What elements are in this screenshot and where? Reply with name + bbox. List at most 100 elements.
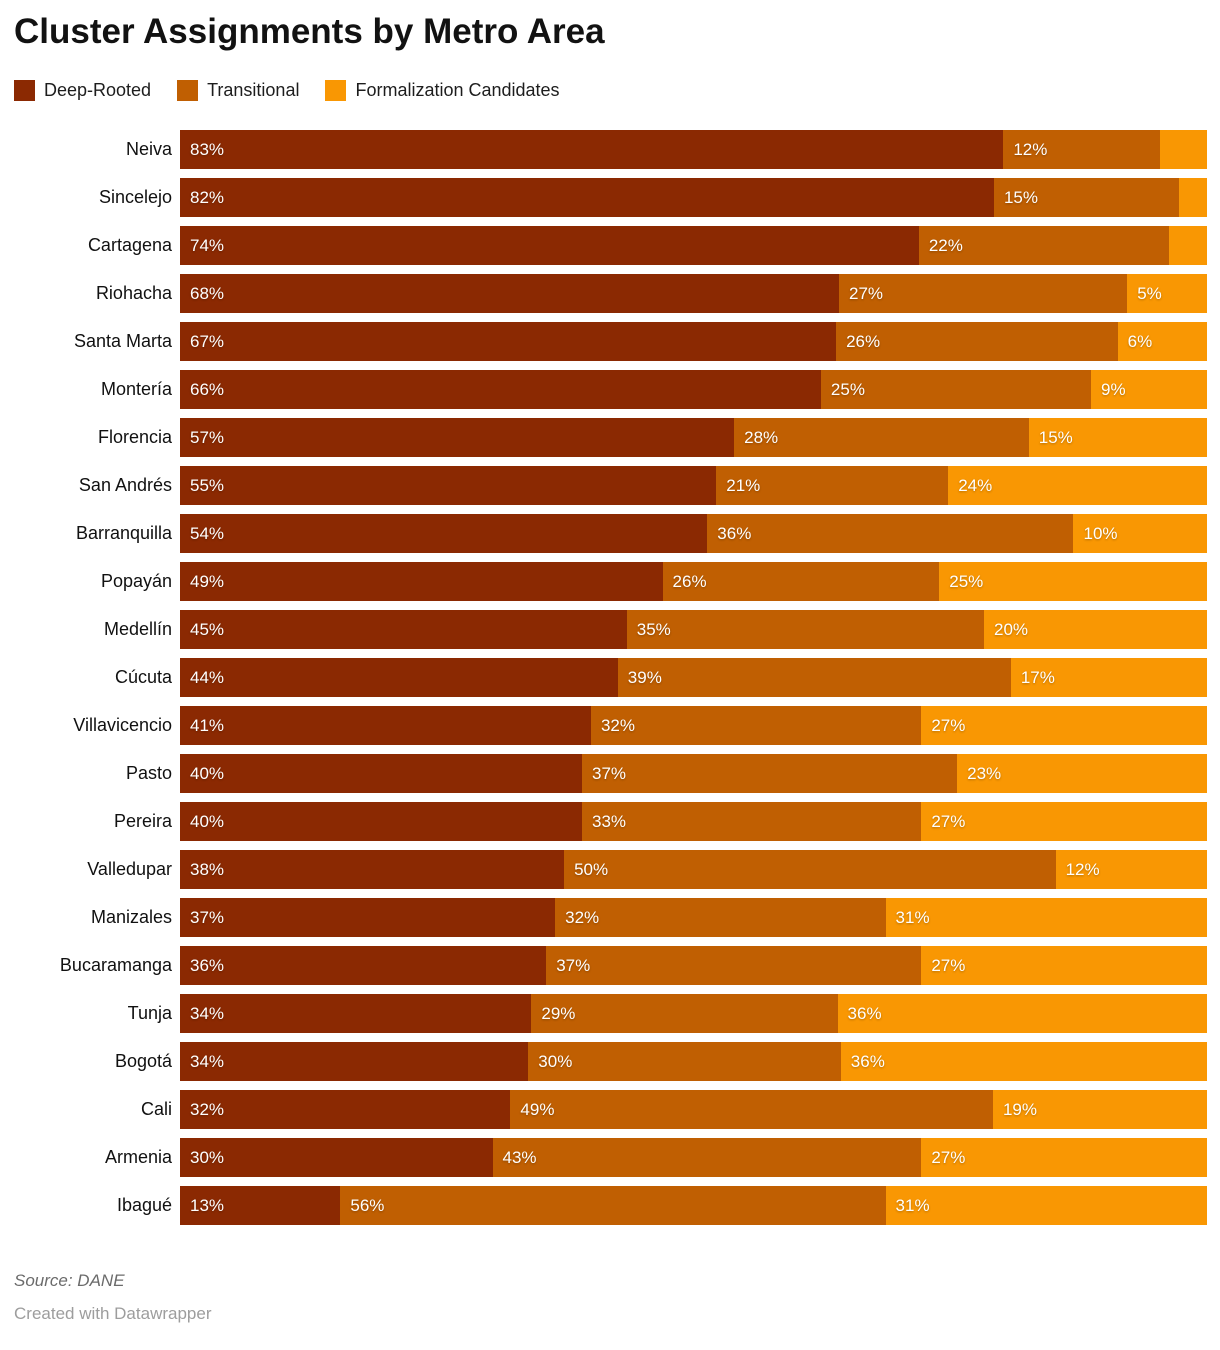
stacked-bar: 40% 37% 23% bbox=[180, 754, 1207, 794]
bar-row: San Andrés 55% 21% 24% bbox=[14, 466, 1208, 506]
stacked-bar: 68% 27% 5% bbox=[180, 274, 1207, 314]
stacked-bar: 83% 12% bbox=[180, 130, 1207, 170]
row-label: Florencia bbox=[97, 427, 172, 448]
bar-segment-formalization-candidates[interactable]: 24% bbox=[948, 466, 1208, 506]
bar-segment-deep-rooted[interactable]: 36% bbox=[180, 946, 547, 986]
bar-segment-deep-rooted[interactable]: 54% bbox=[180, 514, 708, 554]
bar-segment-transitional[interactable]: 32% bbox=[555, 898, 886, 938]
segment-value-label: 19% bbox=[1002, 1099, 1037, 1119]
bar-segment-deep-rooted[interactable]: 38% bbox=[180, 850, 565, 890]
bar-segment-formalization-candidates[interactable]: 19% bbox=[992, 1090, 1207, 1130]
bar-row: Medellín 45% 35% 20% bbox=[14, 610, 1207, 650]
bar-segment-deep-rooted[interactable]: 82% bbox=[180, 178, 994, 218]
bar-segment-formalization-candidates[interactable] bbox=[1169, 226, 1207, 266]
bar-segment-transitional[interactable]: 39% bbox=[617, 658, 1011, 698]
bar-segment-transitional[interactable]: 22% bbox=[918, 226, 1170, 266]
bar-segment-formalization-candidates[interactable]: 31% bbox=[885, 1186, 1207, 1226]
bar-segment-transitional[interactable]: 26% bbox=[836, 322, 1118, 362]
bar-segment-formalization-candidates[interactable]: 15% bbox=[1028, 418, 1207, 458]
bar-segment-deep-rooted[interactable]: 40% bbox=[180, 802, 582, 842]
bar-segment-deep-rooted[interactable]: 74% bbox=[180, 226, 919, 266]
segment-value-label: 22% bbox=[928, 235, 963, 255]
legend-item-transitional: Transitional bbox=[177, 80, 299, 102]
bar-segment-transitional[interactable]: 50% bbox=[564, 850, 1056, 890]
bar-segment-transitional[interactable]: 15% bbox=[993, 178, 1179, 218]
segment-value-label: 32% bbox=[600, 715, 635, 735]
bar-segment-formalization-candidates[interactable]: 12% bbox=[1055, 850, 1207, 890]
bar-segment-formalization-candidates[interactable]: 20% bbox=[983, 610, 1207, 650]
segment-value-label: 44% bbox=[190, 667, 225, 687]
bar-segment-deep-rooted[interactable]: 66% bbox=[180, 370, 821, 410]
bar-segment-deep-rooted[interactable]: 34% bbox=[180, 994, 532, 1034]
bar-segment-formalization-candidates[interactable]: 27% bbox=[921, 1138, 1207, 1178]
segment-value-label: 31% bbox=[895, 907, 930, 927]
bar-segment-formalization-candidates[interactable]: 17% bbox=[1010, 658, 1208, 698]
bar-segment-deep-rooted[interactable]: 67% bbox=[180, 322, 837, 362]
bar-segment-transitional[interactable]: 12% bbox=[1003, 130, 1161, 170]
bar-segment-formalization-candidates[interactable]: 27% bbox=[921, 946, 1207, 986]
bar-row: Santa Marta 67% 26% 6% bbox=[14, 322, 1208, 362]
segment-value-label: 27% bbox=[931, 811, 966, 831]
bar-segment-formalization-candidates[interactable]: 6% bbox=[1117, 322, 1208, 362]
bar-segment-formalization-candidates[interactable] bbox=[1160, 130, 1207, 170]
bar-segment-transitional[interactable]: 32% bbox=[590, 706, 922, 746]
bar-segment-formalization-candidates[interactable] bbox=[1178, 178, 1207, 218]
bar-segment-transitional[interactable]: 29% bbox=[531, 994, 838, 1034]
bar-row: Neiva 83% 12% bbox=[14, 130, 1207, 170]
bar-segment-transitional[interactable]: 33% bbox=[582, 802, 922, 842]
stacked-bar: 34% 29% 36% bbox=[180, 994, 1207, 1034]
row-label: Riohacha bbox=[95, 283, 172, 304]
bar-segment-deep-rooted[interactable]: 32% bbox=[180, 1090, 511, 1130]
bar-segment-transitional[interactable]: 56% bbox=[340, 1186, 886, 1226]
bar-segment-deep-rooted[interactable]: 45% bbox=[180, 610, 627, 650]
bar-segment-transitional[interactable]: 25% bbox=[820, 370, 1092, 410]
bar-segment-transitional[interactable]: 36% bbox=[707, 514, 1074, 554]
bar-segment-formalization-candidates[interactable]: 31% bbox=[885, 898, 1207, 938]
row-label: Manizales bbox=[90, 907, 172, 928]
bar-segment-formalization-candidates[interactable]: 10% bbox=[1073, 514, 1207, 554]
bar-segment-formalization-candidates[interactable]: 27% bbox=[921, 802, 1207, 842]
bar-segment-transitional[interactable]: 27% bbox=[839, 274, 1128, 314]
bar-segment-deep-rooted[interactable]: 49% bbox=[180, 562, 663, 602]
segment-value-label: 31% bbox=[895, 1195, 930, 1215]
segment-value-label: 28% bbox=[744, 427, 779, 447]
segment-value-label: 34% bbox=[190, 1051, 225, 1071]
segment-value-label: 37% bbox=[556, 955, 591, 975]
bar-segment-formalization-candidates[interactable]: 5% bbox=[1127, 274, 1207, 314]
bar-segment-deep-rooted[interactable]: 13% bbox=[180, 1186, 341, 1226]
bar-segment-deep-rooted[interactable]: 41% bbox=[180, 706, 591, 746]
bar-segment-formalization-candidates[interactable]: 36% bbox=[840, 1042, 1207, 1082]
bar-segment-transitional[interactable]: 37% bbox=[582, 754, 958, 794]
bar-segment-transitional[interactable]: 21% bbox=[716, 466, 949, 506]
bar-segment-transitional[interactable]: 49% bbox=[510, 1090, 993, 1130]
bar-segment-deep-rooted[interactable]: 37% bbox=[180, 898, 556, 938]
datawrapper-credit-link[interactable]: Created with Datawrapper bbox=[14, 1304, 212, 1324]
bar-segment-deep-rooted[interactable]: 68% bbox=[180, 274, 839, 314]
bar-segment-deep-rooted[interactable]: 30% bbox=[180, 1138, 493, 1178]
bar-segment-deep-rooted[interactable]: 40% bbox=[180, 754, 582, 794]
bar-segment-formalization-candidates[interactable]: 9% bbox=[1091, 370, 1207, 410]
bar-segment-transitional[interactable]: 28% bbox=[734, 418, 1029, 458]
row-label: Cartagena bbox=[87, 235, 172, 256]
bar-row: Villavicencio 41% 32% 27% bbox=[14, 706, 1207, 746]
bar-segment-deep-rooted[interactable]: 44% bbox=[180, 658, 618, 698]
bar-segment-formalization-candidates[interactable]: 36% bbox=[837, 994, 1207, 1034]
row-label: Neiva bbox=[125, 139, 172, 160]
bar-segment-transitional[interactable]: 26% bbox=[662, 562, 940, 602]
bar-segment-transitional[interactable]: 37% bbox=[546, 946, 922, 986]
bar-segment-transitional[interactable]: 30% bbox=[528, 1042, 841, 1082]
legend: Deep-Rooted Transitional Formalization Can… bbox=[14, 80, 1207, 102]
segment-value-label: 45% bbox=[190, 619, 225, 639]
bar-segment-deep-rooted[interactable]: 34% bbox=[180, 1042, 529, 1082]
bar-segment-formalization-candidates[interactable]: 23% bbox=[957, 754, 1207, 794]
bar-segment-formalization-candidates[interactable]: 25% bbox=[939, 562, 1207, 602]
bar-segment-formalization-candidates[interactable]: 27% bbox=[921, 706, 1207, 746]
bar-row: Cúcuta 44% 39% 17% bbox=[14, 658, 1208, 698]
bar-segment-deep-rooted[interactable]: 83% bbox=[180, 130, 1004, 170]
segment-value-label: 27% bbox=[931, 715, 966, 735]
bar-segment-transitional[interactable]: 35% bbox=[626, 610, 984, 650]
bar-segment-transitional[interactable]: 43% bbox=[492, 1138, 922, 1178]
bar-segment-deep-rooted[interactable]: 55% bbox=[180, 466, 717, 506]
bar-segment-deep-rooted[interactable]: 57% bbox=[180, 418, 735, 458]
